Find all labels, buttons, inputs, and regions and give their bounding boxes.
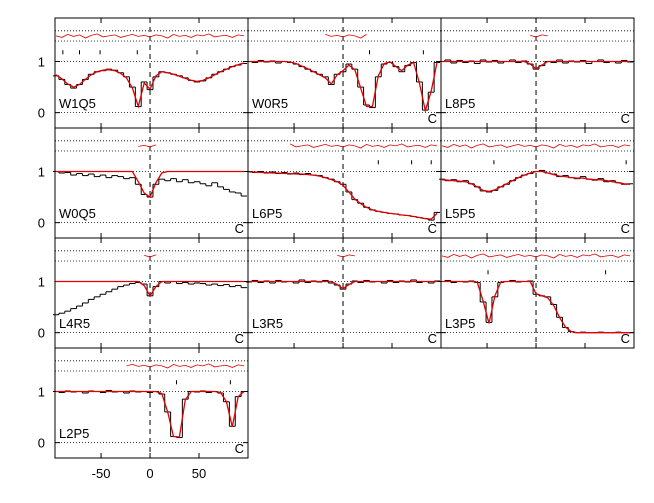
residual-line [337,254,355,258]
panel-frame [54,347,249,459]
panel-label: W0R5 [252,96,288,111]
y-tick-label: 1 [38,54,45,69]
x-tick-label: -50 [92,466,111,481]
y-tick-label: 0 [38,216,45,231]
model-line [442,60,631,70]
panel-corner-label: C [235,441,244,456]
panel-label: L3R5 [252,316,283,331]
panel-frame [247,127,442,239]
model-line [441,170,631,193]
residual-line [325,34,367,39]
residual-line [55,33,245,39]
y-tick-label: 1 [38,274,45,289]
residual-line [144,254,157,258]
panel-label: L4R5 [59,316,90,331]
x-tick-label: 50 [192,466,206,481]
panel-frame [247,237,442,349]
model-line [56,280,245,298]
residual-line [138,144,157,148]
panel-corner-label: C [235,221,244,236]
model-line [249,60,438,114]
panel-corner-label: C [621,331,630,346]
panel-corner-label: C [428,111,437,126]
model-line [56,390,245,438]
residual-line [530,34,548,38]
panel-corner-label: C [428,331,437,346]
panel-corner-label: C [428,221,437,236]
y-tick-label: 1 [38,384,45,399]
y-tick-label: 0 [38,106,45,121]
model-line [249,171,438,220]
panel-label: L3P5 [445,316,475,331]
residual-line [441,143,631,149]
panel-label: L6P5 [252,206,282,221]
x-tick-label: 0 [146,466,153,481]
residual-line [289,143,438,149]
y-tick-label: 0 [38,436,45,451]
panel-label: L8P5 [445,96,475,111]
panel-frame [440,17,635,129]
panel-frame [440,237,635,349]
panel-label: W0Q5 [59,206,96,221]
residual-line [126,363,245,369]
panel-label: W1Q5 [59,96,96,111]
panel-frame [54,127,249,239]
model-line [56,170,245,199]
residual-line [441,253,631,259]
y-tick-label: 0 [38,326,45,341]
panel-corner-label: C [235,331,244,346]
panel-label: L2P5 [59,426,89,441]
model-line [55,62,245,109]
y-tick-label: 1 [38,164,45,179]
model-line [249,280,438,290]
model-line [442,280,631,334]
panel-corner-label: C [621,221,630,236]
panel-label: L5P5 [445,206,475,221]
panel-frame [247,17,442,129]
panel-corner-label: C [621,111,630,126]
